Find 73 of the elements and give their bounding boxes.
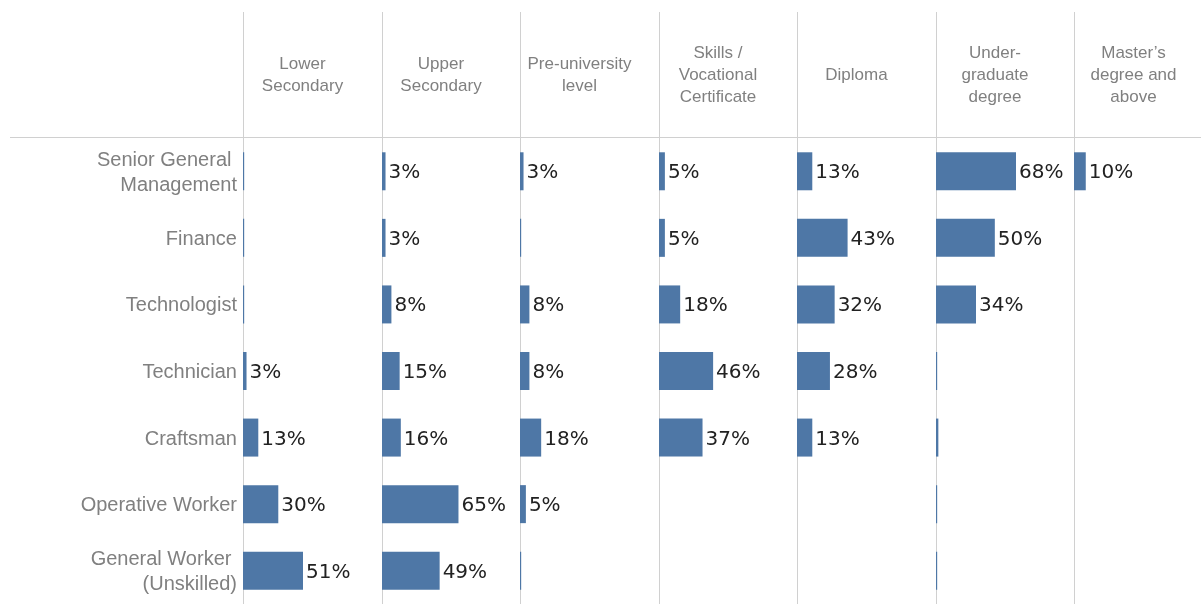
bar	[243, 551, 303, 590]
data-label: 18%	[544, 425, 589, 450]
bar	[520, 152, 524, 191]
data-label: 51%	[306, 558, 351, 583]
data-label: 50%	[997, 225, 1042, 250]
chart-title: Upper Secondary	[381, 12, 500, 137]
data-label: 8%	[532, 359, 565, 383]
text: Pre-university level	[520, 12, 638, 137]
bar	[381, 152, 386, 191]
bar	[381, 285, 391, 324]
bar	[658, 152, 665, 191]
data-label: 30%	[281, 492, 326, 517]
data-label: 3%	[388, 159, 420, 184]
data-label: 3%	[526, 159, 559, 184]
bar	[520, 485, 526, 524]
data-label: 49%	[442, 558, 487, 583]
text: Master’s degree and above	[1074, 12, 1192, 137]
data-label: 18%	[682, 292, 728, 317]
chart-title: Lower Secondary	[243, 12, 361, 137]
bar	[520, 285, 530, 324]
bar	[935, 218, 995, 257]
bar	[797, 152, 813, 191]
bar	[658, 218, 665, 257]
y-tick-label: Operative Worker	[80, 493, 238, 516]
data-label: 16%	[403, 425, 448, 450]
bar	[797, 352, 830, 390]
bar	[658, 418, 703, 457]
data-label: 5%	[667, 159, 700, 184]
data-label: 13%	[815, 159, 860, 184]
data-label: 15%	[402, 359, 447, 383]
bar	[520, 352, 530, 390]
data-label: 3%	[388, 225, 420, 250]
bar	[935, 285, 976, 324]
bar	[243, 352, 247, 390]
bar	[797, 418, 813, 457]
y-tick-label: Finance	[165, 226, 237, 249]
data-label: 13%	[815, 425, 860, 450]
bar	[381, 551, 440, 590]
chart-title: Under-graduate degree	[935, 12, 1054, 137]
data-label: 32%	[837, 292, 883, 317]
data-label: 68%	[1018, 159, 1063, 184]
data-label: 5%	[528, 492, 561, 517]
y-tick-label: Technician	[142, 360, 237, 382]
y-tick-label: Technologist	[125, 293, 238, 316]
data-label: 3%	[249, 359, 282, 383]
data-label: 13%	[261, 425, 306, 450]
data-label: 8%	[532, 292, 565, 317]
bar	[658, 352, 713, 390]
data-label: 10%	[1088, 159, 1134, 184]
bar	[381, 352, 400, 390]
bar	[520, 418, 542, 457]
data-label: 43%	[850, 225, 896, 250]
y-tick-label: General Worker (Unskilled)	[90, 547, 237, 595]
bar	[797, 218, 848, 257]
y-tick-label: Craftsman	[144, 426, 237, 449]
data-label: 37%	[705, 425, 750, 450]
chart-title: Skills / Vocational Certificate	[658, 12, 777, 137]
bar	[381, 418, 401, 457]
bar	[797, 285, 835, 324]
bar	[658, 285, 680, 324]
data-label: 34%	[978, 292, 1023, 317]
chart-title: Diploma	[797, 12, 915, 137]
data-label: 5%	[667, 225, 700, 250]
data-label: 46%	[715, 359, 761, 383]
data-label: 65%	[460, 492, 506, 517]
y-tick-label: Senior General Management	[96, 147, 238, 195]
bar	[381, 485, 458, 524]
bar	[935, 152, 1016, 191]
data-label: 28%	[832, 359, 878, 383]
bar	[381, 218, 386, 257]
bar	[243, 485, 279, 524]
data-label: 8%	[393, 292, 426, 317]
bar	[243, 418, 259, 457]
